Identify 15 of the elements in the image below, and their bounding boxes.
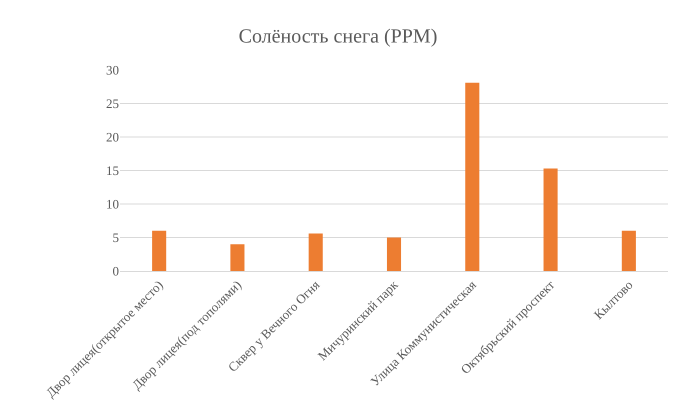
y-tick-label: 15 [106, 163, 119, 178]
bar [386, 238, 402, 271]
bar [230, 244, 244, 271]
bar [152, 230, 166, 271]
bar [544, 168, 558, 271]
y-tick-label: 5 [112, 230, 119, 246]
bar [308, 233, 323, 271]
bar [465, 82, 480, 271]
y-tick-label: 30 [106, 62, 119, 78]
y-tick-label: 0 [112, 264, 119, 279]
y-tick-label: 10 [106, 196, 119, 212]
chart-title: Солёность снега (PPM) [238, 26, 438, 48]
y-tick-label: 25 [106, 96, 119, 112]
bar [622, 230, 636, 271]
y-tick-label: 20 [106, 130, 119, 145]
